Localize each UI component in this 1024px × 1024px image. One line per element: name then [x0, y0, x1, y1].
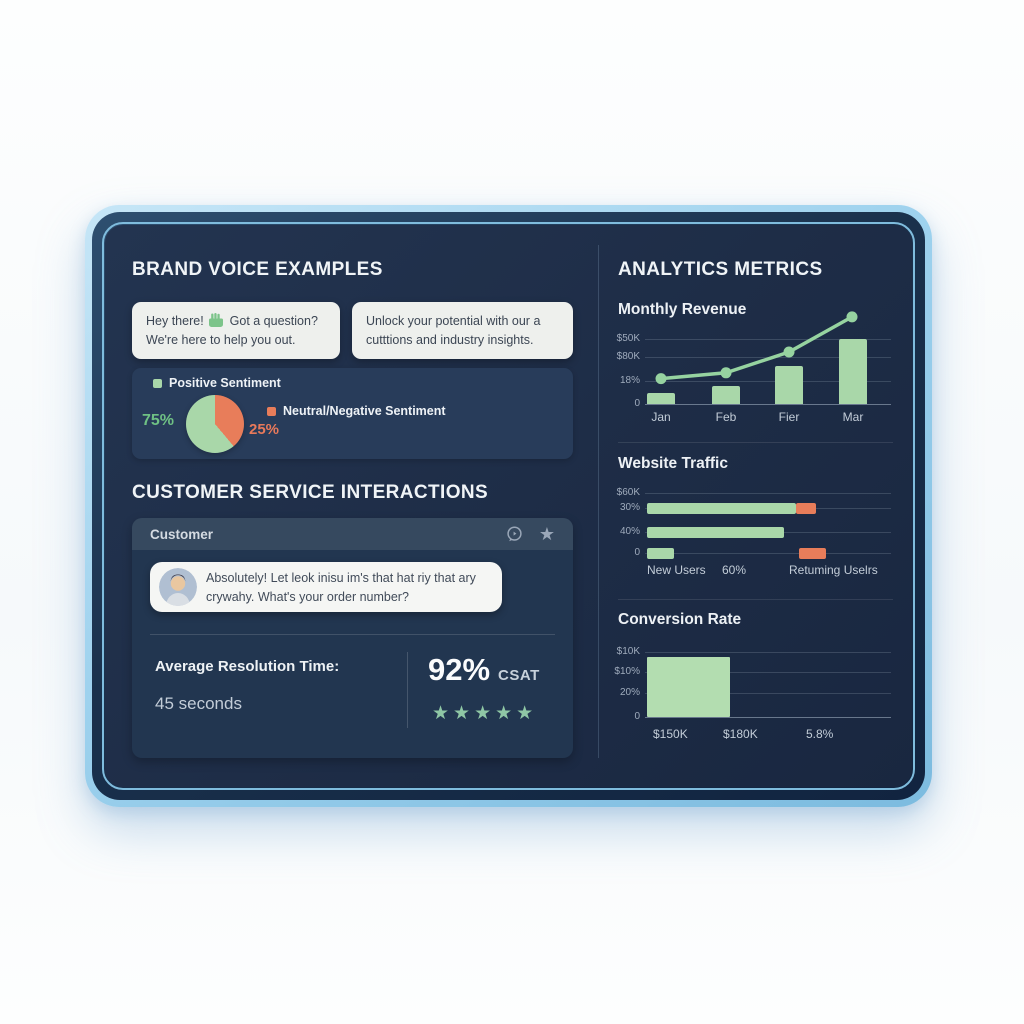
gridline: [645, 553, 891, 554]
y-tick-label: 0: [634, 711, 640, 722]
traffic-bar-segment: [647, 503, 797, 514]
y-tick-label: $50K: [616, 333, 640, 344]
traffic-bar-segment: [647, 527, 785, 538]
y-tick-label: 30%: [619, 502, 640, 513]
gridline: [645, 717, 891, 718]
chat-message-bubble: Absolutely! Let leok inisu im's that hat…: [150, 562, 502, 612]
revenue-bar: [839, 339, 867, 404]
revenue-bar: [712, 385, 740, 404]
website-traffic-title: Website Traffic: [618, 455, 728, 472]
chat-panel-title: Customer: [150, 526, 214, 542]
y-tick-label: 40%: [619, 526, 640, 537]
customer-service-panel: Customer ★: [132, 518, 573, 758]
conversion-bar: [647, 657, 731, 717]
x-tick-label: Mar: [842, 410, 864, 424]
x-tick-label: $150K: [653, 727, 688, 741]
negative-percent: 25%: [249, 421, 280, 438]
csat-stat: 92% CSAT: [428, 652, 540, 688]
frame-inner-border: [102, 222, 915, 790]
brand-voice-card-2: Unlock your potential with our a cutttio…: [352, 302, 573, 359]
sentiment-card: Positive Sentiment 75% 25% Neutral/Negat…: [132, 368, 573, 459]
card2-text: Unlock your potential with our a cutttio…: [366, 314, 541, 348]
wave-hand-icon: [209, 313, 224, 327]
positive-legend-label: Positive Sentiment: [169, 376, 281, 390]
gridline: [645, 404, 891, 405]
gridline: [645, 339, 891, 340]
trend-line: [655, 311, 858, 385]
customer-service-title: CUSTOMER SERVICE INTERACTIONS: [132, 482, 489, 503]
csat-label: CSAT: [498, 667, 540, 684]
x-tick-label: 5.8%: [806, 727, 834, 741]
positive-legend-swatch: [153, 378, 162, 388]
revenue-bar: [647, 392, 675, 404]
resolution-time-label: Average Resolution Time:: [155, 658, 340, 675]
csat-value: 92%: [428, 652, 491, 687]
gridline: [645, 493, 891, 494]
analytics-title: ANALYTICS METRICS: [618, 259, 823, 280]
conversion-rate-title: Conversion Rate: [618, 611, 742, 628]
negative-sentiment-legend: Neutral/Negative Sentiment: [267, 404, 446, 418]
positive-percent: 75%: [142, 412, 175, 429]
y-tick-label: 20%: [619, 687, 640, 698]
customer-avatar: [159, 568, 197, 606]
chat-card-divider: [150, 634, 555, 635]
positive-sentiment-legend: Positive Sentiment: [153, 376, 281, 390]
card1-text-start: Hey there!: [146, 314, 204, 328]
csat-star-rating: ★★★★★: [432, 703, 538, 724]
card1-text-end: Got a question? We're here to help you o…: [146, 314, 318, 348]
gridline: [645, 693, 891, 694]
y-tick-label: 0: [634, 547, 640, 558]
brand-voice-title: BRAND VOICE EXAMPLES: [132, 259, 383, 280]
traffic-bar-segment: [796, 503, 817, 514]
y-tick-label: $10K: [616, 646, 640, 657]
x-tick-label: Retuming Uselrs: [789, 563, 878, 577]
comment-icon[interactable]: [505, 525, 524, 544]
x-tick-label: 60%: [722, 563, 747, 577]
stats-divider: [407, 652, 408, 728]
y-tick-label: $60K: [616, 487, 640, 498]
website-traffic-chart: $60K 30% 40% 0 New Users 60% Retuming Uselrs: [603, 483, 895, 583]
x-tick-label: New Users: [647, 563, 706, 577]
gridline: [645, 381, 891, 382]
monthly-revenue-title: Monthly Revenue: [618, 301, 747, 318]
chat-message-text: Absolutely! Let leok inisu im's that hat…: [206, 571, 476, 604]
x-tick-label: Fier: [778, 410, 800, 424]
column-divider: [598, 245, 599, 758]
chart-separator-2: [618, 599, 893, 600]
traffic-bar-segment: [798, 548, 826, 559]
conversion-rate-chart: $10K $10% 20% 0 $150K $180K 5.8%: [603, 642, 895, 747]
x-tick-label: Jan: [651, 410, 671, 424]
chat-panel-header: Customer ★: [132, 518, 573, 550]
gridline: [645, 652, 891, 653]
monthly-revenue-chart: $50K $80K 18% 0 Jan Feb Fier Mar: [603, 311, 895, 434]
star-icon[interactable]: ★: [538, 524, 555, 544]
revenue-bar: [775, 366, 803, 404]
y-tick-label: 18%: [619, 375, 640, 386]
traffic-bar-segment: [647, 548, 674, 559]
sentiment-pie: [186, 395, 244, 453]
y-tick-label: $80K: [616, 351, 640, 362]
negative-legend-swatch: [267, 406, 276, 416]
x-tick-label: Feb: [715, 410, 737, 424]
brand-voice-card-1: Hey there! Got a question? We're here to…: [132, 302, 340, 359]
resolution-time-value: 45 seconds: [155, 694, 242, 713]
chart-separator-1: [618, 442, 893, 443]
y-tick-label: 0: [634, 398, 640, 409]
x-tick-label: $180K: [723, 727, 758, 741]
negative-legend-label: Neutral/Negative Sentiment: [283, 404, 446, 418]
y-tick-label: $10%: [614, 666, 640, 677]
gridline: [645, 672, 891, 673]
